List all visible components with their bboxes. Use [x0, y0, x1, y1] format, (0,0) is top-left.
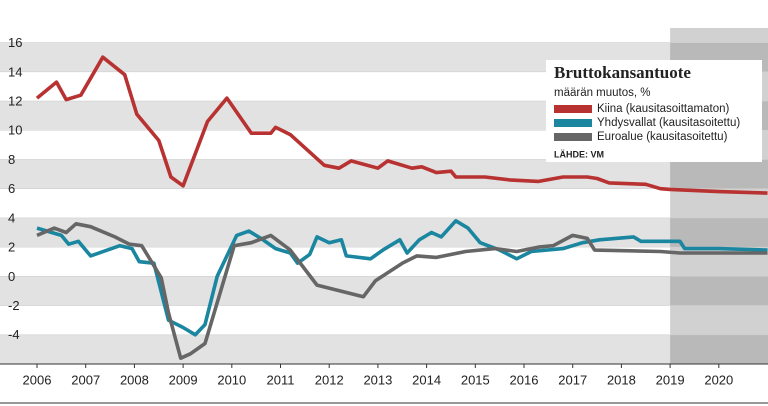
legend-swatch	[554, 105, 592, 113]
x-tick-label: 2009	[169, 372, 198, 387]
series-line	[36, 222, 768, 360]
legend-title: Bruttokansantuote	[554, 63, 691, 82]
x-tick-label: 2020	[704, 372, 733, 387]
y-tick-label: 6	[8, 181, 15, 196]
band	[0, 276, 768, 306]
plot-marks	[35, 55, 768, 360]
x-tick-label: 2018	[607, 372, 636, 387]
legend: Bruttokansantuote määrän muutos, % LÄHDE…	[546, 60, 762, 162]
x-tick-label: 2008	[120, 372, 149, 387]
x-tick-label: 2017	[558, 372, 587, 387]
y-tick-label: 8	[8, 152, 15, 167]
legend-swatch	[554, 119, 592, 127]
x-tick-label: 2007	[71, 372, 100, 387]
legend-label: Kiina (kausitasoittamaton)	[597, 103, 729, 115]
x-tick-label: 2013	[363, 372, 392, 387]
series-line	[35, 55, 768, 195]
y-tick-label: 4	[8, 210, 15, 225]
x-tick-label: 2014	[412, 372, 441, 387]
band	[0, 334, 768, 364]
x-tick-label: 2015	[461, 372, 490, 387]
series-line	[36, 219, 768, 337]
y-tick-label: 14	[8, 64, 22, 79]
x-tick-label: 2010	[217, 372, 246, 387]
y-tick-label: 10	[8, 123, 22, 138]
y-tick-label: 16	[8, 35, 22, 50]
x-tick-label: 2011	[267, 372, 295, 387]
y-tick-label: 12	[8, 93, 22, 108]
source: LÄHDE: VM	[554, 149, 604, 159]
x-tick-label: 2019	[656, 372, 685, 387]
legend-subtitle: määrän muutos, %	[554, 87, 651, 99]
x-tick-label: 2016	[510, 372, 539, 387]
legend-label: Euroalue (kausitasoitettu)	[597, 131, 728, 143]
x-tick-label: 2012	[315, 372, 344, 387]
legend-label: Yhdysvallat (kausitasoitettu)	[597, 117, 740, 129]
legend-swatch	[554, 133, 592, 141]
y-tick-label: -2	[8, 298, 20, 313]
y-tick-label: 0	[8, 269, 15, 284]
y-tick-label: -4	[8, 327, 20, 342]
y-tick-label: 2	[8, 240, 15, 255]
x-tick-label: 2006	[23, 372, 52, 387]
